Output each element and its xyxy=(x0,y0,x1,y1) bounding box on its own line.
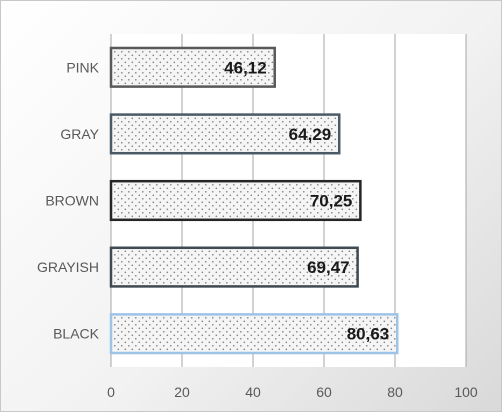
data-label: 70,25 xyxy=(310,192,353,211)
x-tick-label: 0 xyxy=(107,384,115,400)
x-tick-label: 80 xyxy=(387,384,403,400)
x-tick-label: 20 xyxy=(174,384,190,400)
bars xyxy=(109,46,399,355)
labels: 0 20 40 60 80 100 PINK 46,12 GRAY 64,29 BROWN 70,25… xyxy=(37,58,478,400)
category-label: PINK xyxy=(66,59,99,75)
x-tick-label: 100 xyxy=(454,384,478,400)
x-tick-label: 60 xyxy=(316,384,332,400)
bar xyxy=(109,246,359,288)
category-label: GRAYISH xyxy=(37,259,99,275)
data-label: 69,47 xyxy=(307,258,350,277)
data-label: 46,12 xyxy=(224,58,267,77)
x-tick-label: 40 xyxy=(245,384,261,400)
bar xyxy=(109,313,399,355)
category-label: BLACK xyxy=(53,326,100,342)
bar xyxy=(109,113,341,155)
bar xyxy=(109,46,276,88)
category-label: BROWN xyxy=(45,193,99,209)
bar xyxy=(109,179,362,222)
category-label: GRAY xyxy=(60,126,99,142)
data-label: 64,29 xyxy=(289,125,332,144)
data-label: 80,63 xyxy=(347,325,390,344)
